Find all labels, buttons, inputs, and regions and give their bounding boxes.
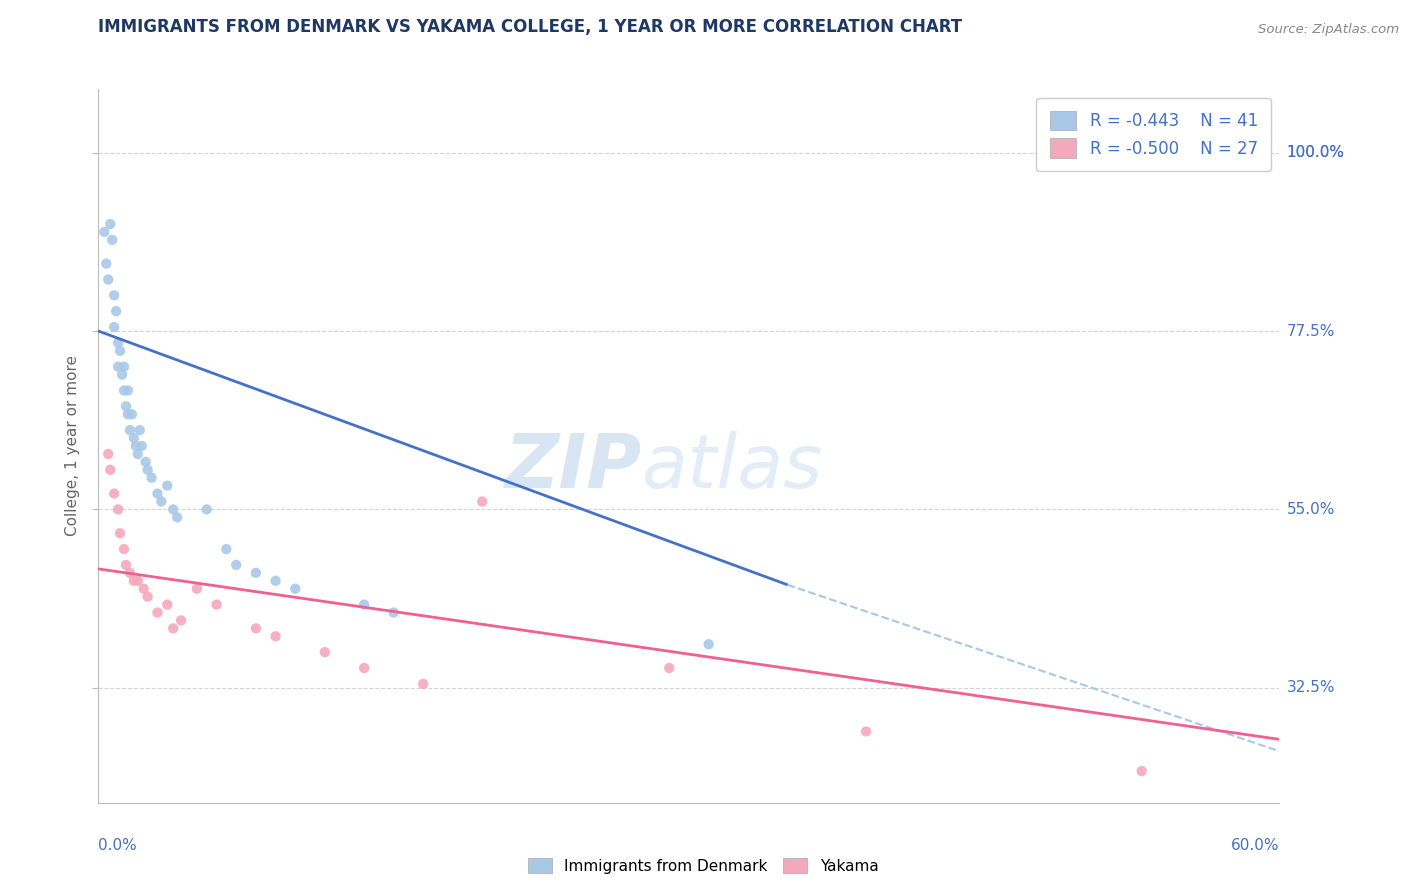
Point — [103, 486, 125, 500]
Point — [162, 621, 184, 635]
Point — [132, 582, 155, 596]
Point — [107, 359, 129, 374]
Point — [131, 439, 153, 453]
Point — [215, 542, 238, 557]
Point — [111, 368, 134, 382]
Point — [107, 502, 129, 516]
Text: 0.0%: 0.0% — [98, 838, 138, 854]
Text: 55.0%: 55.0% — [1286, 502, 1334, 517]
Point — [156, 598, 179, 612]
Point — [150, 494, 173, 508]
Point — [353, 598, 375, 612]
Point — [162, 502, 184, 516]
Point — [96, 257, 118, 271]
Point — [97, 447, 120, 461]
Point — [186, 582, 208, 596]
Point — [117, 384, 139, 398]
Text: 60.0%: 60.0% — [1232, 838, 1279, 854]
Point — [118, 423, 141, 437]
Point — [205, 598, 228, 612]
Point — [245, 566, 267, 580]
Text: 77.5%: 77.5% — [1286, 324, 1334, 339]
Point — [136, 463, 159, 477]
Point — [245, 621, 267, 635]
Point — [98, 217, 121, 231]
Point — [112, 359, 135, 374]
Point — [103, 288, 125, 302]
Point — [166, 510, 188, 524]
Point — [93, 225, 115, 239]
Point — [1130, 764, 1153, 778]
Point — [118, 566, 141, 580]
Point — [156, 478, 179, 492]
Point — [264, 574, 287, 588]
Point — [103, 320, 125, 334]
Point — [658, 661, 681, 675]
Point — [855, 724, 877, 739]
Text: Source: ZipAtlas.com: Source: ZipAtlas.com — [1258, 22, 1399, 36]
Point — [314, 645, 336, 659]
Point — [105, 304, 128, 318]
Point — [128, 423, 150, 437]
Y-axis label: College, 1 year or more: College, 1 year or more — [65, 356, 80, 536]
Point — [112, 384, 135, 398]
Point — [108, 343, 131, 358]
Point — [108, 526, 131, 541]
Point — [353, 661, 375, 675]
Text: atlas: atlas — [641, 432, 823, 503]
Point — [195, 502, 218, 516]
Point — [115, 400, 138, 414]
Point — [382, 606, 405, 620]
Text: 32.5%: 32.5% — [1286, 681, 1334, 696]
Legend: R = -0.443    N = 41, R = -0.500    N = 27: R = -0.443 N = 41, R = -0.500 N = 27 — [1036, 97, 1271, 171]
Legend: Immigrants from Denmark, Yakama: Immigrants from Denmark, Yakama — [522, 852, 884, 880]
Point — [136, 590, 159, 604]
Point — [125, 439, 148, 453]
Point — [98, 463, 121, 477]
Point — [146, 606, 169, 620]
Point — [127, 447, 149, 461]
Text: ZIP: ZIP — [505, 431, 641, 504]
Point — [697, 637, 720, 651]
Point — [141, 471, 163, 485]
Text: 100.0%: 100.0% — [1286, 145, 1344, 161]
Point — [170, 614, 193, 628]
Point — [225, 558, 247, 572]
Point — [121, 407, 143, 421]
Point — [471, 494, 494, 508]
Point — [122, 431, 145, 445]
Point — [107, 335, 129, 350]
Point — [112, 542, 135, 557]
Point — [101, 233, 124, 247]
Point — [135, 455, 157, 469]
Point — [264, 629, 287, 643]
Point — [127, 574, 149, 588]
Text: 100.0%: 100.0% — [1286, 145, 1344, 161]
Point — [122, 574, 145, 588]
Point — [284, 582, 307, 596]
Text: IMMIGRANTS FROM DENMARK VS YAKAMA COLLEGE, 1 YEAR OR MORE CORRELATION CHART: IMMIGRANTS FROM DENMARK VS YAKAMA COLLEG… — [98, 18, 963, 36]
Point — [117, 407, 139, 421]
Point — [146, 486, 169, 500]
Point — [115, 558, 138, 572]
Point — [97, 272, 120, 286]
Point — [412, 677, 434, 691]
